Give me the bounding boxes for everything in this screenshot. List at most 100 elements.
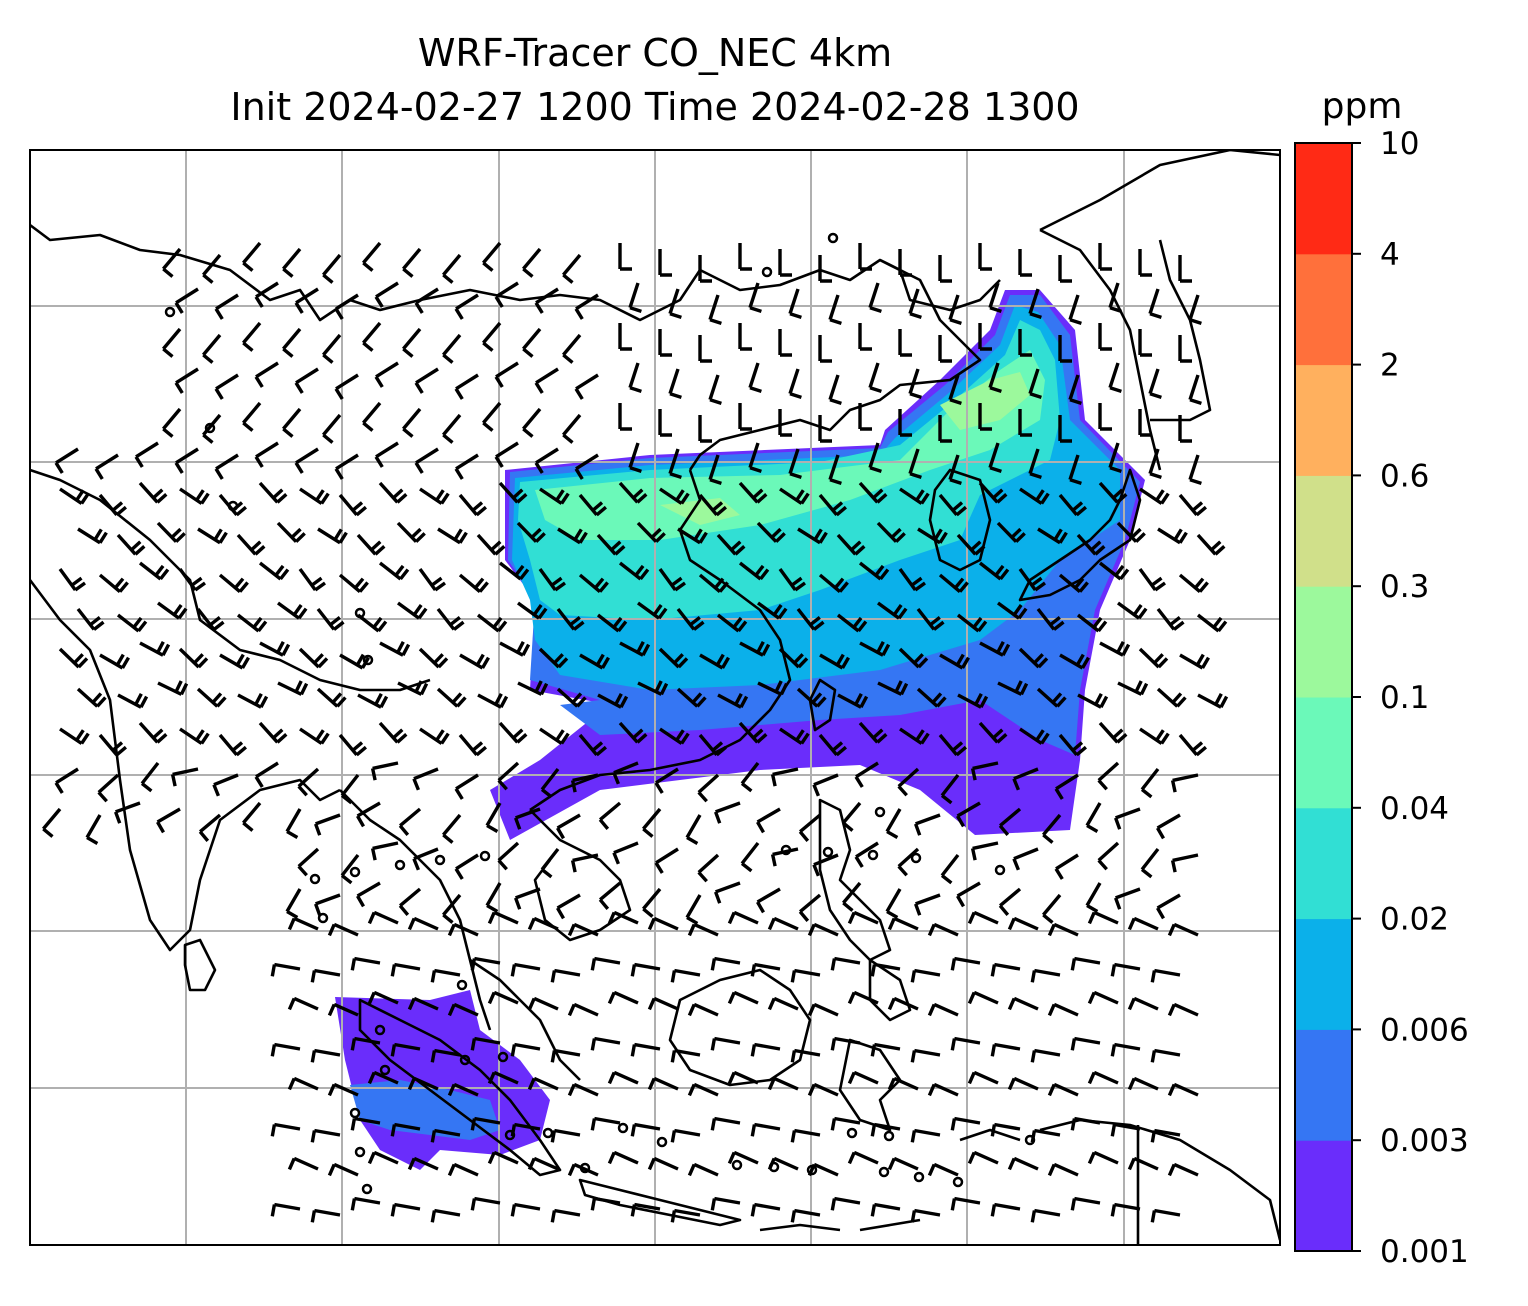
- colorbar-tick-label: 0.006: [1380, 1012, 1469, 1048]
- wind-barb: [287, 996, 319, 1011]
- colorbar-band: [1295, 364, 1352, 476]
- wind-barb: [978, 561, 1010, 581]
- wind-barb: [796, 607, 825, 631]
- wind-barb: [487, 910, 519, 925]
- wind-barb: [407, 1076, 439, 1091]
- wind-barb: [397, 680, 429, 696]
- wind-barb: [1070, 1196, 1101, 1211]
- wind-barb: [1156, 813, 1181, 840]
- wind-barb: [314, 813, 341, 836]
- calm-wind-circle: [910, 852, 922, 864]
- wind-barb: [258, 721, 288, 744]
- wind-barb: [1178, 493, 1207, 517]
- wind-barb: [1018, 409, 1032, 437]
- wind-barb: [740, 841, 760, 873]
- wind-barb: [996, 601, 1028, 620]
- wind-barb: [717, 693, 749, 709]
- wind-barb: [447, 922, 479, 937]
- wind-barb: [607, 1150, 639, 1165]
- wind-barb: [676, 607, 705, 631]
- wind-barb: [281, 407, 302, 438]
- wind-barb: [157, 680, 189, 696]
- wind-barb: [938, 415, 952, 443]
- wind-barb: [910, 1208, 941, 1223]
- wind-barb: [1070, 1036, 1101, 1051]
- wind-barb: [1087, 1070, 1119, 1085]
- wind-barb: [396, 601, 428, 620]
- wind-barb: [1148, 288, 1162, 320]
- wind-barb: [727, 990, 759, 1005]
- wind-barb: [401, 327, 422, 358]
- wind-barb: [350, 1116, 381, 1131]
- wind-barb: [430, 1208, 461, 1223]
- wind-barb: [590, 1116, 621, 1131]
- wind-barb: [270, 1122, 301, 1137]
- wind-barb: [574, 293, 599, 320]
- map-frame: [29, 149, 1281, 1246]
- wind-barb: [858, 323, 872, 351]
- wind-barb: [938, 493, 967, 517]
- wind-barb: [285, 808, 302, 839]
- wind-barb: [297, 767, 320, 797]
- wind-barb: [658, 249, 672, 277]
- wind-barb: [212, 773, 239, 797]
- wind-barb: [685, 814, 702, 845]
- wind-barb: [497, 761, 520, 791]
- colorbar-band: [1295, 1140, 1352, 1252]
- wind-barb: [414, 287, 439, 314]
- wind-barb: [1127, 996, 1159, 1011]
- wind-barb: [1108, 442, 1122, 474]
- wind-barb: [1138, 647, 1169, 669]
- wind-barb: [698, 415, 712, 443]
- wind-barb: [708, 454, 722, 486]
- wind-barb: [1037, 527, 1068, 545]
- wind-barb: [401, 247, 422, 278]
- wind-barb: [670, 1208, 701, 1223]
- wind-barb: [1098, 561, 1130, 581]
- wind-barb: [1058, 733, 1087, 757]
- wind-barb: [1098, 323, 1112, 351]
- wind-barb: [630, 1042, 661, 1057]
- wind-barb: [797, 527, 828, 545]
- calm-wind-circle: [883, 1130, 895, 1142]
- wind-barb: [830, 956, 861, 971]
- wind-barb: [1178, 733, 1207, 757]
- wind-barb: [114, 801, 141, 824]
- wind-barb: [310, 968, 341, 983]
- wind-barb: [967, 990, 999, 1005]
- wind-barb: [517, 680, 549, 696]
- calm-wind-circle: [361, 1183, 373, 1195]
- calm-wind-circle: [374, 1024, 386, 1036]
- wind-barb: [458, 573, 489, 594]
- wind-barb: [910, 1048, 941, 1063]
- wind-barb: [1030, 1208, 1061, 1223]
- wind-barb: [1007, 996, 1039, 1011]
- wind-barb: [334, 293, 359, 320]
- wind-barb: [1028, 368, 1042, 400]
- wind-barb: [750, 1122, 781, 1137]
- wind-barb: [676, 687, 707, 708]
- wind-barb: [270, 1042, 301, 1057]
- wind-barb: [174, 287, 199, 314]
- plume-level-4: [518, 320, 1060, 620]
- wind-barb: [998, 807, 1022, 836]
- wind-barb: [1098, 721, 1128, 744]
- wind-barb: [338, 493, 367, 517]
- wind-barb: [630, 1122, 661, 1137]
- wind-barb: [407, 996, 439, 1011]
- wind-barb: [698, 255, 712, 283]
- wind-barb: [321, 413, 342, 444]
- wind-barb: [574, 373, 599, 400]
- wind-barb: [550, 968, 581, 983]
- wind-barb: [134, 441, 159, 468]
- wind-barb: [201, 253, 222, 284]
- wind-barb: [988, 362, 1002, 394]
- wind-barb: [798, 893, 822, 922]
- wind-barb: [996, 521, 1026, 543]
- wind-barb: [858, 403, 872, 431]
- wind-barb: [1047, 1002, 1079, 1017]
- wind-barb: [788, 368, 802, 400]
- colorbar-band: [1295, 697, 1352, 809]
- wind-barb: [1019, 727, 1050, 745]
- wind-barb: [887, 1076, 919, 1091]
